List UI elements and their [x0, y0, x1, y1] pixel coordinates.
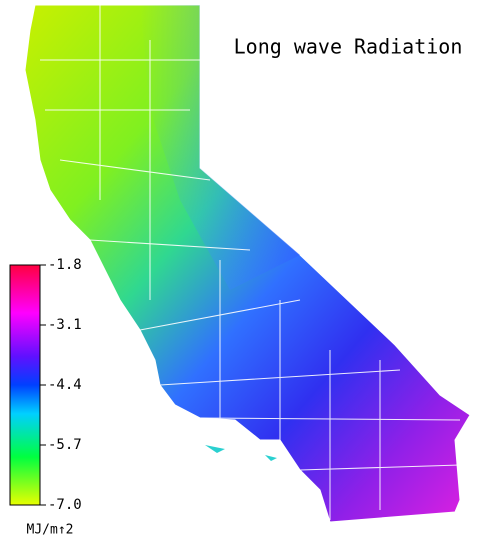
map-title: Long wave Radiation	[234, 35, 463, 59]
colorbar-tick-label: -5.7	[48, 437, 82, 453]
colorbar-tick-label: -1.8	[48, 257, 82, 273]
colorbar	[9, 264, 41, 506]
colorbar-tick-label: -4.4	[48, 377, 82, 393]
california	[24, 4, 471, 523]
colorbar-tick-label: -7.0	[48, 497, 82, 513]
colorbar-tick-label: -3.1	[48, 317, 82, 333]
colorbar-axis: -1.8 -3.1 -4.4 -5.7 -7.0	[40, 257, 82, 513]
colorbar-unit: MJ/m↑2	[27, 523, 74, 538]
